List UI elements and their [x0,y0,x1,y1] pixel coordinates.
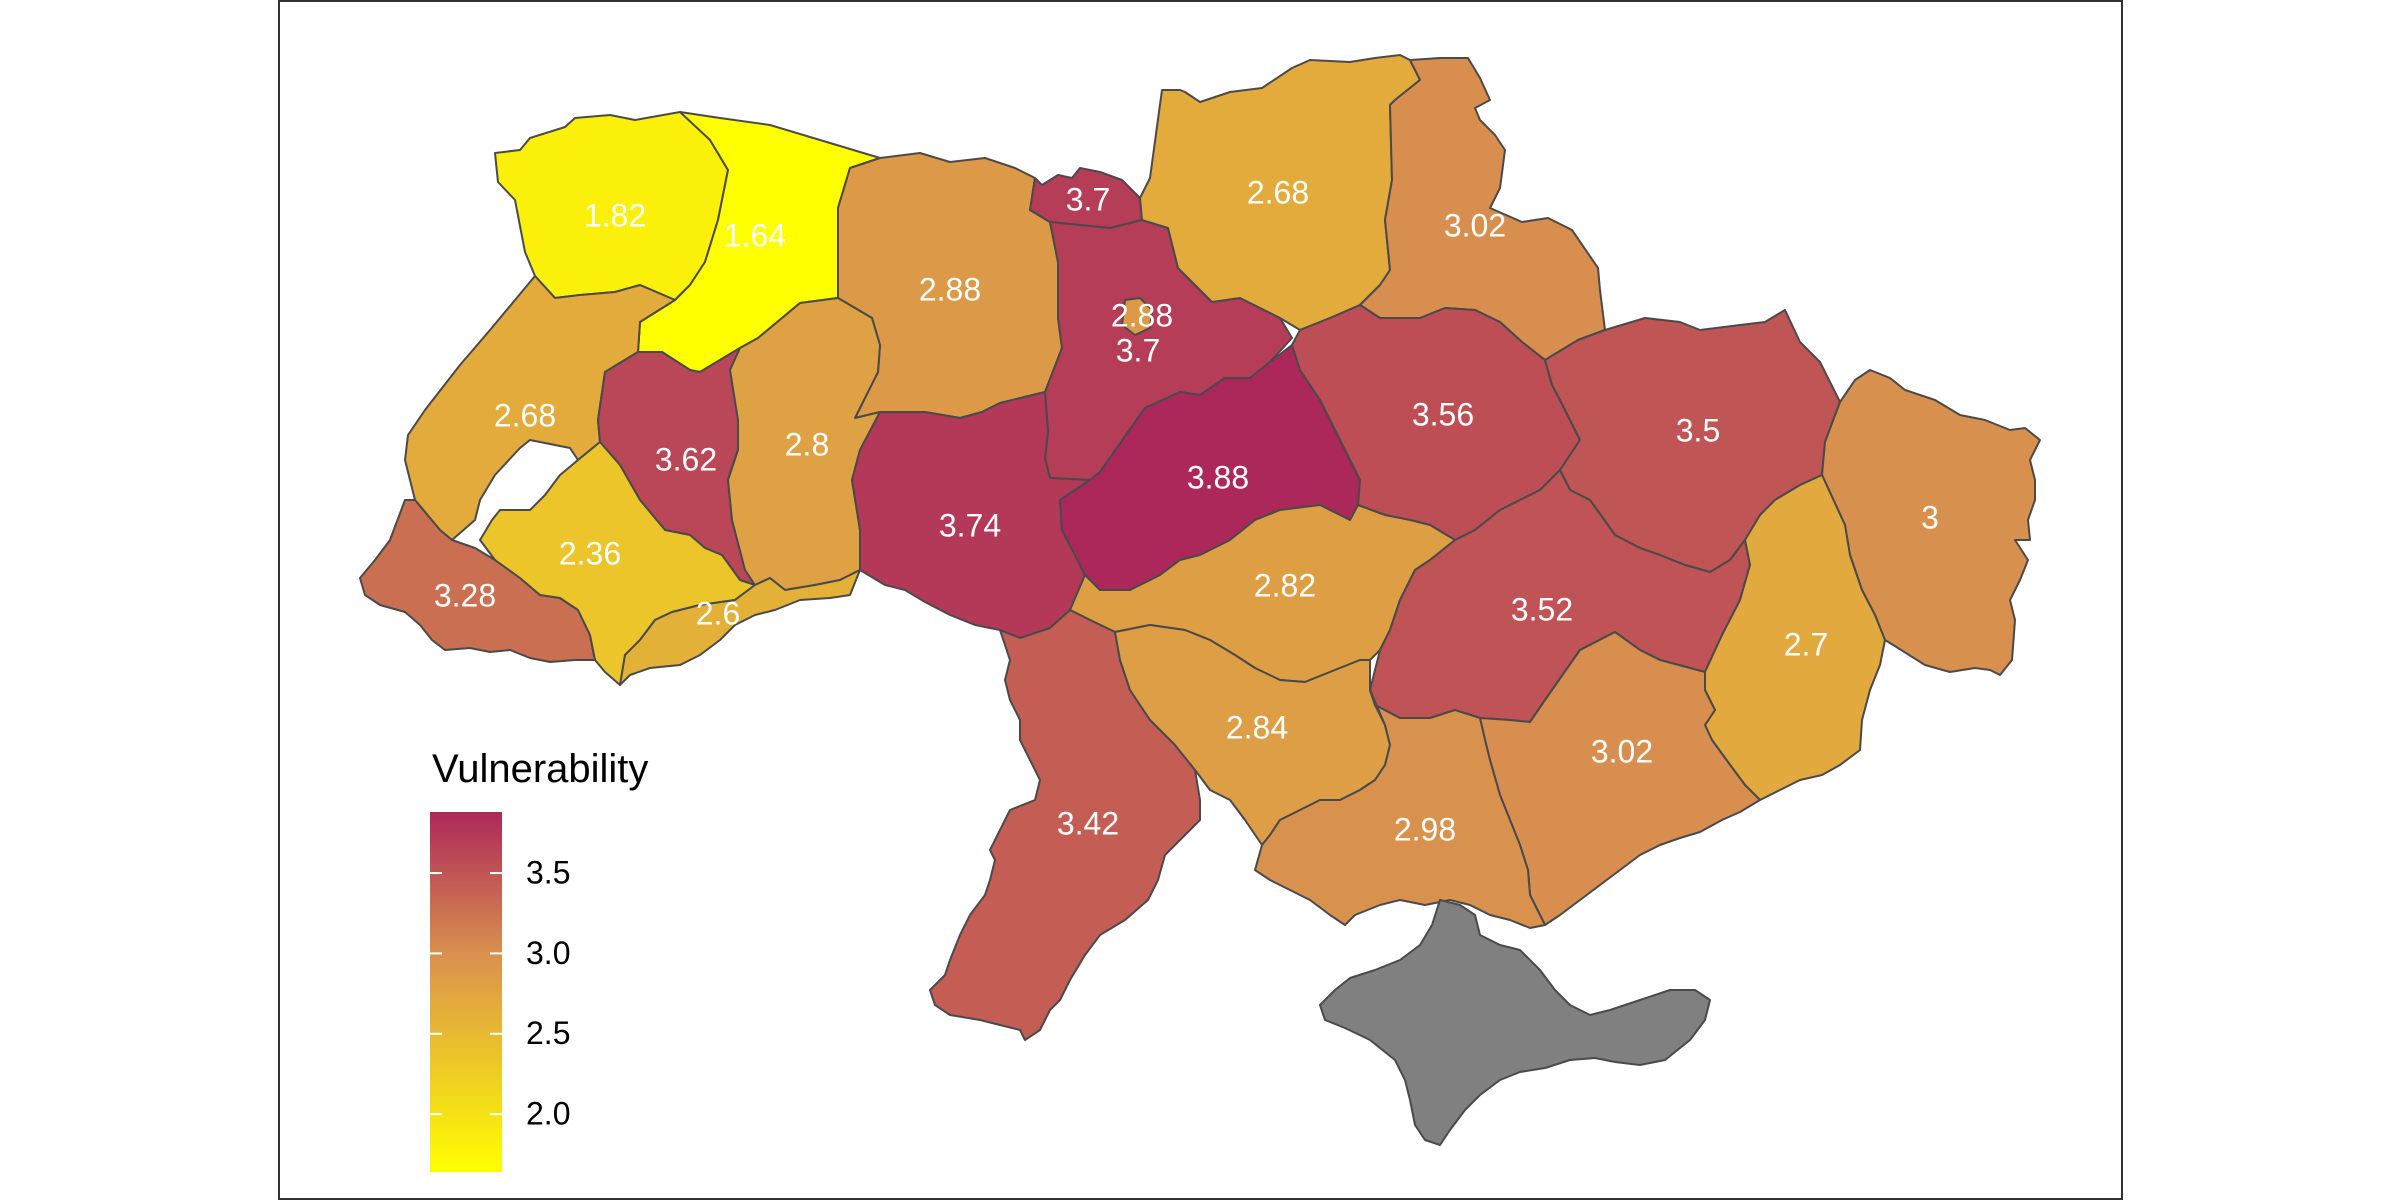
legend-ticks: 3.5 3.0 2.5 2.0 [430,855,570,1132]
legend-tick-label: 3.5 [526,855,570,891]
region-label-chernihiv: 2.68 [1247,174,1309,210]
region-label-chernivtsi: 2.6 [696,595,740,631]
legend: Vulnerability 3.5 3.0 2.5 2.0 [430,747,648,1172]
region-crimea[interactable] [1319,899,1711,1146]
region-label-sumy: 3.02 [1444,207,1506,243]
region-kyiv-city[interactable] [1121,297,1153,336]
region-chernivtsi[interactable] [619,569,861,686]
region-label-cherkasy: 3.88 [1187,459,1249,495]
region-label-kherson: 2.98 [1394,811,1456,847]
region-label-mykolaiv: 2.84 [1226,709,1288,745]
region-label-odesa: 3.42 [1057,805,1119,841]
region-label-ternopil: 3.62 [655,441,717,477]
region-label-kharkiv: 3.5 [1676,412,1720,448]
regions-layer [359,54,2041,1146]
region-label-kyiv-oblast-north: 3.7 [1066,181,1110,217]
region-lviv[interactable] [404,275,676,541]
legend-tick-label: 2.5 [526,1015,570,1051]
region-label-donetsk: 2.7 [1784,626,1828,662]
region-kherson[interactable] [1254,689,1546,929]
legend-tick-label: 3.0 [526,935,570,971]
region-label-ivano-frankivsk: 2.36 [559,535,621,571]
legend-tick-label: 2.0 [526,1096,570,1132]
region-label-khmelnytskyi: 2.8 [785,426,829,462]
legend-colorbar [430,812,502,1172]
region-label-kirovohrad: 2.82 [1254,567,1316,603]
region-label-rivne: 1.64 [724,217,786,253]
region-label-poltava: 3.56 [1412,396,1474,432]
region-zakarpattia[interactable] [359,499,596,663]
region-label-kyiv-oblast: 3.7 [1116,332,1160,368]
region-label-luhansk: 3 [1921,499,1939,535]
legend-title: Vulnerability [432,747,648,791]
region-label-volyn: 1.82 [584,197,646,233]
region-label-zhytomyr: 2.88 [919,271,981,307]
region-label-zakarpattia: 3.28 [434,577,496,613]
labels-layer: 1.82 1.64 2.88 2.88 3.7 3.7 2.68 3.02 2.… [434,174,1939,847]
region-label-zaporizhzhia: 3.02 [1591,733,1653,769]
panel-border [278,0,2123,1200]
region-label-lviv: 2.68 [494,397,556,433]
region-label-vinnytsia: 3.74 [939,507,1001,543]
region-label-dnipropetrovsk: 3.52 [1511,591,1573,627]
region-label-kyiv-city: 2.88 [1111,297,1173,333]
